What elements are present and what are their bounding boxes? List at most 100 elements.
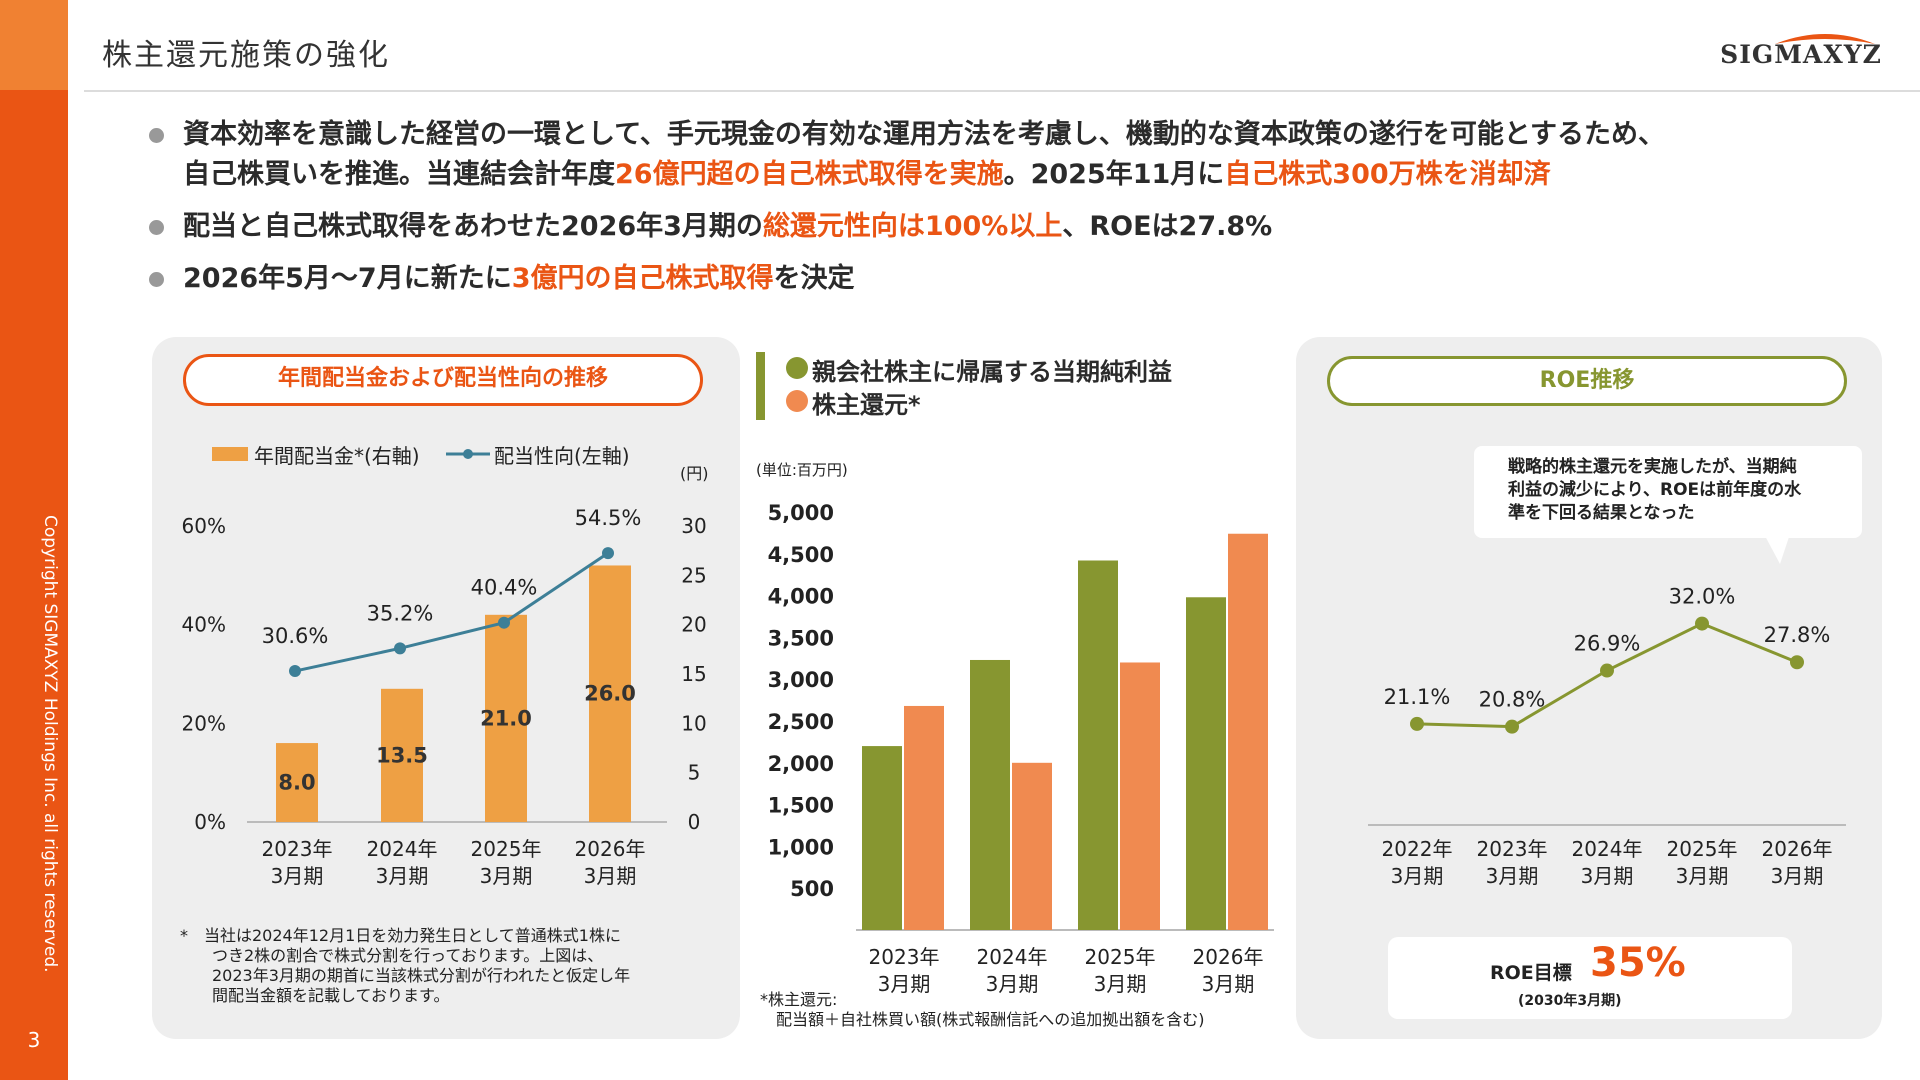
dividend-panel-heading: 年間配当金および配当性向の推移 [183,354,703,406]
roe-callout-text: 戦略的株主還元を実施したが、当期純 利益の減少により、ROEは前年度の水 準を下… [1508,456,1848,525]
y-axis-tick-label: 1,000 [768,835,834,859]
roe-chart: 21.1% 20.8% 26.9% 32.0% 27.8% 2022年 3月期 2023年 3月… [1368,585,1846,888]
dividend-bar-label: 8.0 [278,771,315,795]
footnote-line: 2023年3月期の期首に当該株式分割が行われたと仮定し年 [180,966,631,985]
roe-target-box [1388,937,1792,1019]
x-axis-tick-label: 3月期 [271,864,324,888]
shareholder-return-bar [1228,533,1268,930]
payout-ratio-label: 54.5% [575,506,642,530]
bullet-dot-icon [149,128,164,143]
x-axis-tick-label: 3月期 [1676,864,1729,888]
legend-bar-swatch [212,447,248,461]
x-axis-tick-label: 3月期 [986,972,1039,996]
x-axis-tick-label: 3月期 [878,972,931,996]
shareholder-return-bar [904,705,944,930]
x-axis-tick-label: 3月期 [1391,864,1444,888]
page-title: 株主還元施策の強化 [102,38,390,73]
payout-ratio-point [289,665,301,678]
left-axis-tick-label: 60% [182,514,226,538]
y-axis-tick-label: 4,000 [768,585,834,609]
bullet-dot-icon [149,272,164,287]
dividend-bar [485,614,527,822]
y-axis-tick-label: 4,500 [768,543,834,567]
chart2-unit: (単位:百万円) [756,461,848,479]
bullet-text: 自己株買いを推進。当連結会計年度 [183,159,615,190]
footnote-line: *株主還元: [760,990,838,1009]
callout-line: 戦略的株主還元を実施したが、当期純 [1508,457,1797,477]
payout-ratio-label: 35.2% [367,601,434,625]
x-axis-tick-label: 3月期 [1202,972,1255,996]
bullet-item: 2026年5月～7月に新たに3億円の自己株式取得を決定 [145,259,1905,299]
right-axis-tick-label: 5 [688,761,701,785]
payout-ratio-point [602,547,614,560]
x-axis-tick-label: 2026年 [1193,945,1264,969]
legend-net-income: 親会社株主に帰属する当期純利益 [812,358,1172,386]
x-axis-tick-label: 3月期 [1094,972,1147,996]
dividend-bar [589,565,631,822]
x-axis-tick-label: 2024年 [977,945,1048,969]
left-axis-tick-label: 20% [182,711,226,735]
x-axis-tick-label: 3月期 [1771,864,1824,888]
net-income-return-chart: 500 1,000 1,500 2,000 2,500 3,000 3,500 4,000 4,… [768,501,1274,996]
x-axis-tick-label: 2023年 [869,945,940,969]
y-axis-tick-label: 5,000 [768,501,834,525]
bullet-text: を決定 [773,263,855,294]
bullet-dot-icon [149,220,164,235]
x-axis-tick-label: 2025年 [471,837,542,861]
legend-bar-label: 年間配当金*(右軸) [254,444,420,468]
bullet-highlight: 26億円超の自己株式取得を実施 [615,159,1004,190]
x-axis-tick-label: 3月期 [480,864,533,888]
dividend-bar-label: 21.0 [480,706,532,730]
legend-line-swatch-icon [446,449,490,459]
bullet-1-line-1: 資本効率を意識した経営の一環として、手元現金の有効な運用方法を考慮し、機動的な資… [183,119,1666,150]
footnote-line: * 当社は2024年12月1日を効力発生日として普通株式1株に [180,926,621,945]
callout-line: 準を下回る結果となった [1508,503,1695,523]
roe-target-value: 35% [1590,940,1686,986]
y-axis-tick-label: 3,000 [768,668,834,692]
x-axis-tick-label: 2025年 [1085,945,1156,969]
legend-shareholder-return: 株主還元* [812,391,921,419]
sidebar-top-block [0,0,68,90]
right-axis-tick-label: 20 [681,613,706,637]
bullet-item: 資本効率を意識した経営の一環として、手元現金の有効な運用方法を考慮し、機動的な資… [145,115,1905,195]
dividend-chart: 0% 20% 40% 60% 0 5 10 15 20 25 30 8.0 13.5 21.0 26.0 30… [182,506,707,888]
y-axis-tick-label: 2,000 [768,752,834,776]
x-axis-tick-label: 2026年 [575,837,646,861]
left-axis-tick-label: 0% [194,810,226,834]
y-axis-tick-label: 1,500 [768,794,834,818]
dividend-bar [381,688,423,822]
x-axis-tick-label: 2023年 [262,837,333,861]
roe-label: 32.0% [1669,585,1736,609]
dividend-bar [276,743,318,822]
roe-panel-heading: ROE推移 [1327,356,1847,406]
roe-point [1695,616,1709,631]
roe-label: 21.1% [1384,685,1451,709]
roe-target-year: (2030年3月期) [1518,993,1622,1009]
roe-label: 20.8% [1479,688,1546,712]
x-axis-tick-label: 3月期 [1486,864,1539,888]
legend-salmon-dot-icon [786,390,808,412]
y-axis-tick-label: 3,500 [768,626,834,650]
dividend-footnote: * 当社は2024年12月1日を効力発生日として普通株式1株に つき2株の割合で… [180,926,720,1006]
x-axis-tick-label: 2022年 [1382,837,1453,861]
bullet-highlight: 自己株式300万株を消却済 [1224,159,1551,190]
sigmaxyz-logo-arc-icon [1775,34,1875,44]
x-axis-tick-label: 2024年 [367,837,438,861]
right-axis-tick-label: 0 [688,810,701,834]
x-axis-tick-label: 3月期 [376,864,429,888]
bullet-highlight: 3億円の自己株式取得 [511,263,774,294]
roe-label: 26.9% [1574,632,1641,656]
roe-point [1790,655,1804,670]
x-axis-tick-label: 2023年 [1477,837,1548,861]
bullet-highlight: 総還元性向は100%以上 [762,211,1063,242]
callout-line: 利益の減少により、ROEは前年度の水 [1508,480,1802,500]
header-divider [84,90,1920,92]
left-axis-tick-label: 40% [182,613,226,637]
roe-label: 27.8% [1764,623,1831,647]
payout-ratio-point [498,616,510,629]
bullet-text: 配当と自己株式取得をあわせた2026年3月期の [183,211,763,242]
payout-ratio-label: 30.6% [262,624,329,648]
x-axis-tick-label: 3月期 [1581,864,1634,888]
payout-ratio-line [294,551,609,673]
legend-line-label: 配当性向(左軸) [494,444,630,468]
